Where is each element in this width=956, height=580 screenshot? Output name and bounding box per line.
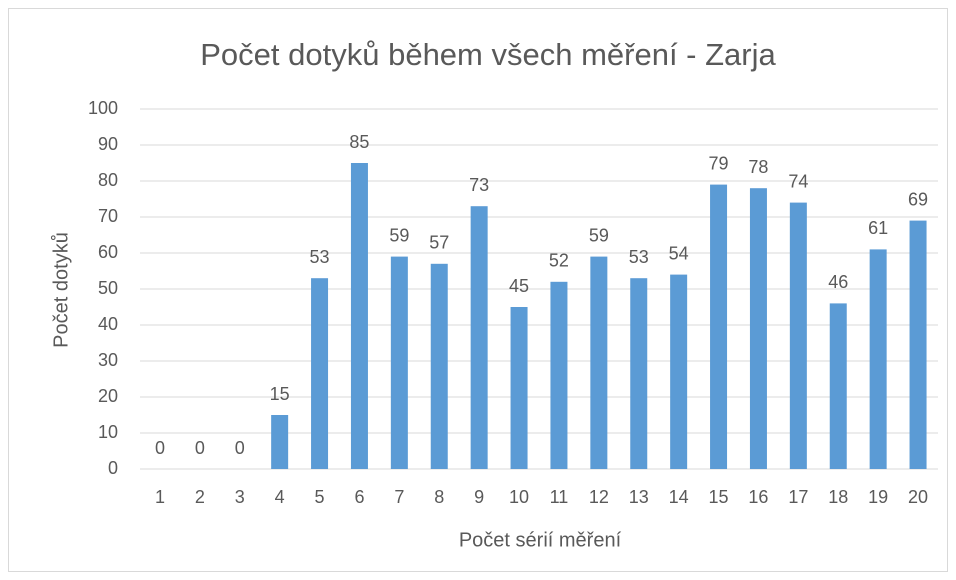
bar	[271, 415, 289, 469]
y-tick-label: 80	[98, 170, 118, 190]
x-tick-label: 4	[275, 487, 285, 507]
data-label: 59	[589, 225, 609, 245]
y-tick-label: 50	[98, 278, 118, 298]
x-tick-label: 19	[868, 487, 888, 507]
data-label: 61	[868, 218, 888, 238]
chart-title: Počet dotyků během všech měření - Zarja	[200, 37, 776, 72]
bar	[829, 303, 847, 469]
data-label: 69	[908, 189, 928, 209]
y-tick-label: 60	[98, 242, 118, 262]
data-label: 54	[669, 243, 689, 263]
y-tick-label: 100	[88, 98, 118, 118]
y-axis-label: Počet dotyků	[50, 232, 72, 348]
x-tick-label: 11	[550, 487, 569, 507]
y-tick-label: 10	[98, 422, 118, 442]
bar	[869, 249, 887, 469]
y-tick-label: 40	[98, 314, 118, 334]
bar	[430, 263, 448, 469]
bar	[550, 281, 568, 469]
data-label: 78	[748, 157, 768, 177]
data-label: 74	[788, 171, 808, 191]
bar	[909, 220, 927, 469]
bar	[789, 202, 807, 469]
x-axis-label: Počet sérií měření	[459, 529, 622, 551]
x-tick-label: 5	[315, 487, 325, 507]
x-tick-label: 10	[509, 487, 529, 507]
y-tick-label: 70	[98, 206, 118, 226]
bar	[710, 184, 728, 469]
x-tick-label: 15	[709, 487, 729, 507]
data-label: 53	[629, 247, 649, 267]
bar	[510, 307, 528, 469]
x-tick-label: 1	[155, 487, 165, 507]
data-label: 15	[270, 384, 290, 404]
data-label: 73	[469, 175, 489, 195]
x-tick-label: 13	[629, 487, 649, 507]
data-label: 46	[828, 272, 848, 292]
x-tick-label: 7	[394, 487, 404, 507]
bar	[390, 256, 408, 469]
data-label: 45	[509, 276, 529, 296]
x-tick-label: 9	[474, 487, 484, 507]
bar	[590, 256, 608, 469]
data-label: 0	[235, 438, 245, 458]
data-label: 52	[549, 251, 569, 271]
x-tick-label: 12	[589, 487, 609, 507]
data-label: 0	[155, 438, 165, 458]
x-tick-label: 3	[235, 487, 245, 507]
bar	[350, 163, 368, 469]
bar	[670, 274, 688, 469]
x-tick-label: 18	[828, 487, 848, 507]
x-tick-label: 2	[195, 487, 205, 507]
data-label: 0	[195, 438, 205, 458]
data-label: 57	[429, 233, 449, 253]
x-tick-label: 14	[669, 487, 689, 507]
data-label: 53	[310, 247, 330, 267]
bar	[630, 278, 648, 469]
y-tick-label: 90	[98, 134, 118, 154]
x-tick-label: 17	[788, 487, 808, 507]
y-tick-label: 20	[98, 386, 118, 406]
x-tick-label: 16	[748, 487, 768, 507]
y-tick-label: 30	[98, 350, 118, 370]
data-label: 85	[349, 132, 369, 152]
bar	[470, 206, 488, 469]
data-label: 79	[709, 153, 729, 173]
x-tick-label: 20	[908, 487, 928, 507]
bar	[311, 278, 329, 469]
x-tick-label: 8	[434, 487, 444, 507]
bar	[749, 188, 767, 469]
y-tick-label: 0	[108, 458, 118, 478]
data-label: 59	[389, 225, 409, 245]
x-tick-label: 6	[354, 487, 364, 507]
